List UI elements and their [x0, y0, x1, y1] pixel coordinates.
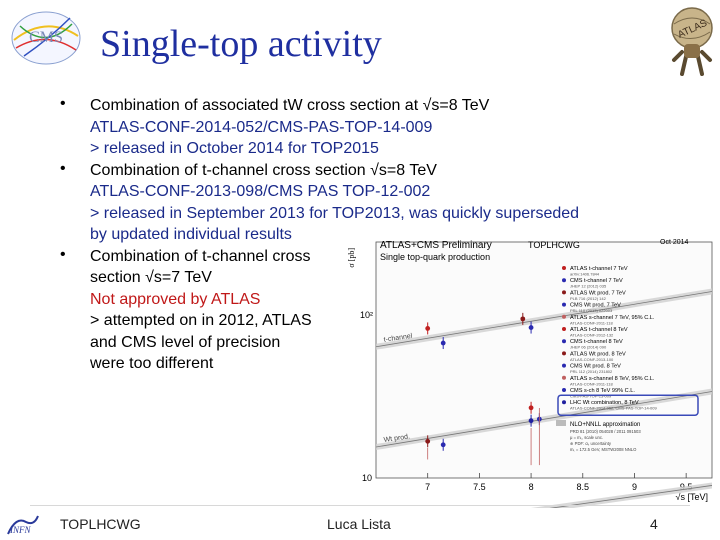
footer-author: Luca Lista [327, 516, 391, 532]
x-tick-label: 7 [425, 482, 430, 492]
legend-marker [562, 314, 566, 319]
legend-marker [562, 388, 566, 392]
legend-entry: ATLAS s-channel 7 TeV, 95% C.L. [570, 315, 655, 321]
bullet-3-line-6: were too different [90, 355, 214, 372]
legend-entry-source: JHEP 06 (2014) 090 [570, 345, 607, 350]
chart-title: ATLAS+CMS Preliminary [380, 240, 492, 251]
legend-entry: ATLAS t-channel 8 TeV [570, 327, 628, 333]
bullet-1-line-2: ATLAS-CONF-2014-052/CMS-PAS-TOP-14-009 [90, 118, 433, 136]
x-tick-label: 9 [632, 482, 637, 492]
data-point [520, 316, 526, 322]
theory-legend-note: μ = mₜ, scale unc. [570, 435, 603, 440]
theory-curve [375, 391, 713, 448]
y-tick-label: 10² [360, 310, 373, 320]
bullet-marker: • [60, 245, 66, 263]
chart-group-label: TOPLHCWG [528, 240, 580, 250]
page-number: 4 [650, 516, 658, 532]
theory-legend-note: PRD 81 (2010) 054028 / 2011 091503 [570, 429, 641, 434]
bullet-1-line-3: > released in October 2014 for TOP2015 [90, 140, 379, 157]
legend-entry-source: PLB 716 (2012) 142 [570, 296, 607, 301]
legend-entry: ATLAS s-channel 8 TeV, 95% C.L. [570, 376, 655, 382]
data-point [440, 340, 446, 346]
legend-entry: CMS Wt prod. 8 TeV [570, 364, 621, 370]
legend-entry-source: PRL 110 (2013) 022003 [570, 308, 613, 313]
cms-logo: CMS [11, 11, 81, 65]
bullet-3-line-3: Not approved by ATLAS [90, 290, 261, 308]
bullet-2-line-4: by updated individual results [90, 226, 292, 243]
y-tick-label: 10 [362, 473, 372, 483]
legend-marker [562, 363, 566, 368]
legend-entry-source: ATLAS-CONF-2012-132 [570, 333, 614, 338]
legend-entry-source: PRL 112 (2014) 231802 [570, 369, 613, 374]
chart-date: Oct 2014 [660, 239, 689, 246]
x-tick-label: 7.5 [473, 482, 486, 492]
legend-entry-source: JHEP 12 (2012) 035 [570, 284, 607, 289]
data-point [528, 325, 534, 330]
legend-marker [562, 375, 566, 380]
legend-marker [562, 290, 566, 295]
bullet-3-line-4: > attempted on in 2012, ATLAS [90, 312, 312, 329]
legend-entry: CMS t-channel 7 TeV [570, 278, 623, 284]
legend-marker [562, 266, 566, 270]
theory-legend-note: mₜ = 172.5 GeV, MSTW2008 NNLO [570, 447, 637, 452]
theory-legend-swatch [556, 420, 566, 426]
legend-entry-source: ATLAS-CONF-2013-100 [570, 357, 614, 362]
x-tick-label: 8.5 [577, 482, 590, 492]
legend-marker [562, 278, 566, 283]
x-tick-label: 8 [529, 482, 534, 492]
data-point [440, 442, 446, 448]
legend-marker [562, 400, 566, 405]
bullet-marker: • [60, 95, 66, 112]
cms-logo-text: CMS [29, 29, 63, 46]
chart-subtitle: Single top-quark production [380, 252, 490, 262]
theory-curve [549, 485, 713, 508]
legend-entry: CMS Wt prod. 7 TeV [570, 303, 621, 309]
legend-entry: CMS s-ch 8 TeV 99% C.L. [570, 388, 635, 394]
legend-entry-source: ATLAS-CONF-2011-118 [570, 381, 613, 386]
data-point [528, 418, 534, 424]
legend-entry-source: CMS-PAS-TOP-13-009 [570, 394, 612, 399]
theory-legend-text: NLO+NNLL approximation [570, 422, 640, 428]
bullet-2-line-2: ATLAS-CONF-2013-098/CMS PAS TOP-12-002 [90, 183, 431, 200]
legend-entry: CMS t-channel 8 TeV [570, 339, 623, 345]
data-point [425, 438, 431, 444]
bullet-2-line-3: > released in September 2013 for TOP2013… [90, 204, 580, 222]
bullet-3-line-2: section √s=7 TeV [90, 269, 212, 286]
legend-marker [562, 327, 566, 331]
infn-logo-text: INFN [9, 525, 31, 535]
data-point [425, 326, 431, 331]
legend-entry-source: ATLAS-CONF-2011-118 [570, 320, 613, 325]
legend-marker [562, 351, 566, 356]
legend-marker [562, 302, 566, 307]
legend-entry: ATLAS t-channel 7 TeV [570, 266, 628, 272]
bullet-marker: • [60, 159, 66, 177]
legend-entry-source: ATLAS-CONF-2014-052, CMS-PAS-TOP-14-009 [570, 406, 657, 411]
legend-entry: ATLAS Wt prod. 7 TeV [570, 290, 626, 296]
theory-legend-note: ⊕ PDF: αₛ uncertainty [570, 441, 612, 446]
infn-logo: INFN [7, 515, 39, 535]
y-axis-label: σ [pb] [347, 248, 356, 268]
legend-entry: LHC Wt combination, 8 TeV [570, 400, 639, 406]
theory-curve [375, 291, 713, 348]
atlas-logo: ATLAS [671, 7, 713, 76]
curve-label: Wt prod. [383, 433, 410, 444]
bullet-3-line-5: and CMS level of precision [90, 333, 281, 351]
footer-rule [30, 505, 690, 506]
legend-highlight-box [557, 394, 699, 416]
legend-entry-source: arXiv:1406.7844 [570, 272, 600, 277]
data-point [528, 405, 534, 411]
curve-label: t-channel [383, 333, 413, 344]
bullet-2-line-1: Combination of t-channel cross section √… [90, 161, 437, 179]
legend-marker [562, 339, 566, 344]
footer-left: TOPLHCWG [60, 516, 141, 532]
page-title: Single-top activity [100, 23, 382, 65]
bullet-1-line-1: Combination of associated tW cross secti… [90, 97, 490, 114]
legend-entry: ATLAS Wt prod. 8 TeV [570, 351, 626, 357]
bullet-3-line-1: Combination of t-channel cross [90, 247, 311, 265]
theory-band [531, 482, 712, 508]
x-axis-label: √s [TeV] [676, 492, 708, 502]
